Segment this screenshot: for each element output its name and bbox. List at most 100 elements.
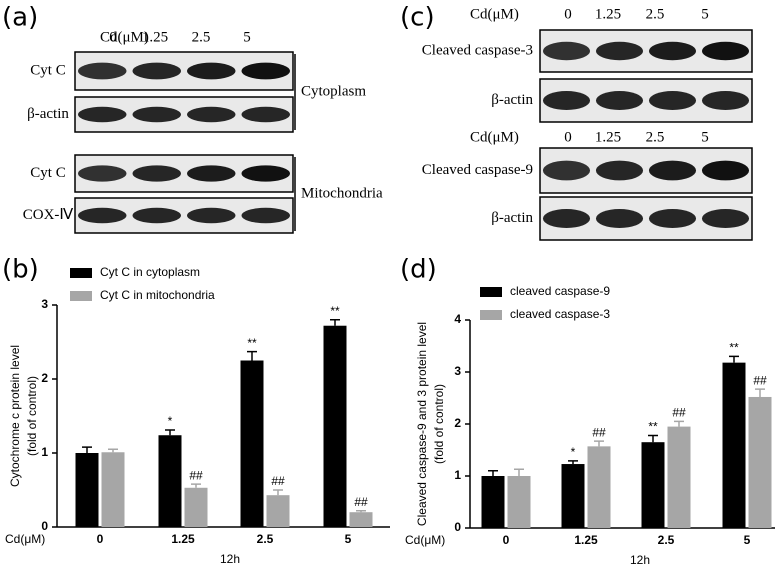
significance: ** [648,420,658,434]
legend-swatch [480,310,502,320]
row-label: Cleaved caspase-9 [422,162,533,178]
dose: 5 [701,6,709,22]
y-axis-label-line: (fold of control) [432,384,446,464]
band [648,160,697,181]
x-tick-label: 0 [97,532,104,546]
x-tick-label: 1.25 [574,533,598,547]
bar [158,435,182,527]
error-bar [514,468,524,476]
dose: 5 [701,129,709,145]
x-tick-label: 1.25 [171,532,195,546]
significance: ## [592,425,606,439]
significance: ** [729,341,739,355]
legend-swatch [70,291,92,301]
row-label: Cyt C [30,62,65,78]
panel-label: (a) [2,3,38,33]
band [78,62,127,80]
bar [184,487,208,527]
y-axis-label-line: Cleaved caspase-9 and 3 protein level [415,322,429,526]
bar [561,464,585,528]
band [701,41,750,61]
row-label: COX-Ⅳ [23,207,74,223]
bar [349,512,373,527]
y-axis-label-line: (fold of control) [25,376,39,456]
band [701,160,750,181]
dose: 1.25 [595,129,621,145]
band [187,62,236,80]
row-label: Cyt C [30,165,65,181]
row-label: β-actin [491,92,533,108]
band [187,165,236,182]
y-axis-label-line: Cytochrome c protein level [8,345,22,487]
bar [748,396,772,528]
bar [240,360,264,527]
band [78,207,127,224]
band [648,41,697,61]
significance: ## [354,495,368,509]
dose: 1.25 [595,6,621,22]
band [542,160,591,181]
band [241,62,290,80]
row-label: Cleaved caspase-3 [422,42,533,58]
row-label: β-actin [491,210,533,226]
y-tick-label: 0 [454,520,461,534]
dose: 0 [564,6,572,22]
error-bar [755,388,765,397]
band [595,160,644,181]
y-tick-label: 1 [454,468,461,482]
band [648,91,697,110]
significance: ## [271,474,285,488]
band [78,165,127,182]
bar [481,476,505,528]
error-bar [191,483,201,488]
x-tick-label: 5 [744,533,751,547]
error-bar [568,460,578,465]
dose: 1.25 [142,29,168,45]
band [241,207,290,224]
dose-label: Cd(μM) [470,6,519,22]
error-bar [330,319,340,326]
fraction-label: Cytoplasm [301,83,366,99]
band [132,165,181,182]
band [241,106,290,123]
legend-label: cleaved caspase-3 [510,307,610,321]
y-tick-label: 2 [454,416,461,430]
x-axis-label: 12h [630,553,650,567]
bar [667,426,691,528]
band [132,62,181,80]
dose: 2.5 [646,129,665,145]
error-bar [82,446,92,453]
bar [75,453,99,527]
band [187,106,236,123]
x-tick-label: 5 [345,532,352,546]
x-axis-label: 12h [220,552,240,566]
error-bar [273,489,283,496]
x-tick-label: 0 [503,533,510,547]
band [701,91,750,110]
x-prefix: Cd(μM) [5,532,45,546]
band [595,41,644,61]
y-tick-label: 4 [454,312,461,326]
y-tick-label: 3 [41,297,48,311]
y-axis-label: Cytochrome c protein level (fold of contr… [8,345,39,487]
error-bar [729,355,739,363]
bar [266,495,290,527]
band [187,207,236,224]
band [241,165,290,182]
dose: 2.5 [646,6,665,22]
error-bar [674,420,684,427]
bar [507,476,531,528]
band [78,106,127,123]
bar [722,362,746,528]
bar [641,442,665,528]
legend-swatch [70,268,92,278]
y-tick-label: 2 [41,371,48,385]
error-bar [488,470,498,476]
fraction-label: Mitochondria [301,185,383,201]
legend-label: cleaved caspase-9 [510,284,610,298]
x-tick-label: 2.5 [658,533,675,547]
panel-label: (b) [2,255,39,285]
band [595,91,644,110]
significance: * [168,414,173,428]
